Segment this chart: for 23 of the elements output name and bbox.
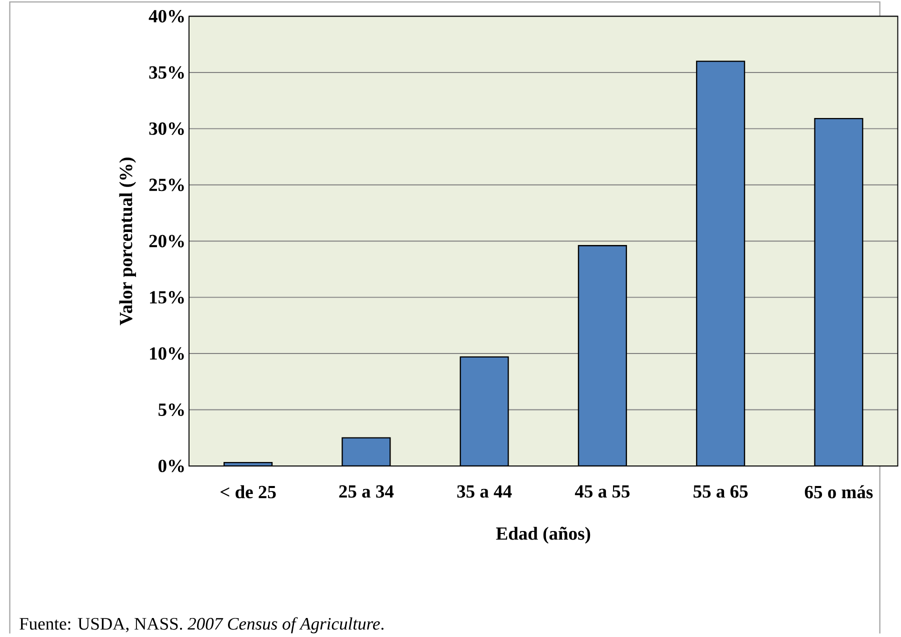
bar bbox=[814, 118, 864, 466]
source-note: Fuente: USDA, NASS. 2007 Census of Agriculture. bbox=[20, 617, 384, 634]
y-tick-label: 5% bbox=[158, 404, 184, 416]
x-axis-title: Edad (años) bbox=[496, 526, 590, 544]
x-tick-label: 65 o más bbox=[804, 486, 873, 499]
bar bbox=[460, 356, 509, 466]
bar bbox=[342, 437, 391, 466]
bar bbox=[696, 60, 746, 466]
x-tick-label: 35 a 44 bbox=[457, 486, 512, 498]
y-tick-label: 10% bbox=[150, 348, 184, 360]
y-tick-label: 15% bbox=[150, 291, 184, 304]
x-tick-label: < de 25 bbox=[220, 486, 276, 499]
y-tick-label: 25% bbox=[149, 178, 184, 192]
x-tick-label: 45 a 55 bbox=[574, 486, 630, 498]
y-axis-title: Valor porcentual (%) bbox=[119, 158, 136, 326]
y-tick-label: 20% bbox=[149, 235, 184, 248]
y-tick-label: 0% bbox=[158, 460, 184, 472]
y-tick-label: 30% bbox=[149, 122, 184, 136]
y-tick-label: 35% bbox=[149, 66, 184, 79]
x-tick-label: 25 a 34 bbox=[339, 486, 394, 498]
bar bbox=[578, 245, 627, 466]
x-tick-label: 55 a 65 bbox=[694, 486, 748, 498]
y-tick-label: 40% bbox=[148, 10, 184, 23]
